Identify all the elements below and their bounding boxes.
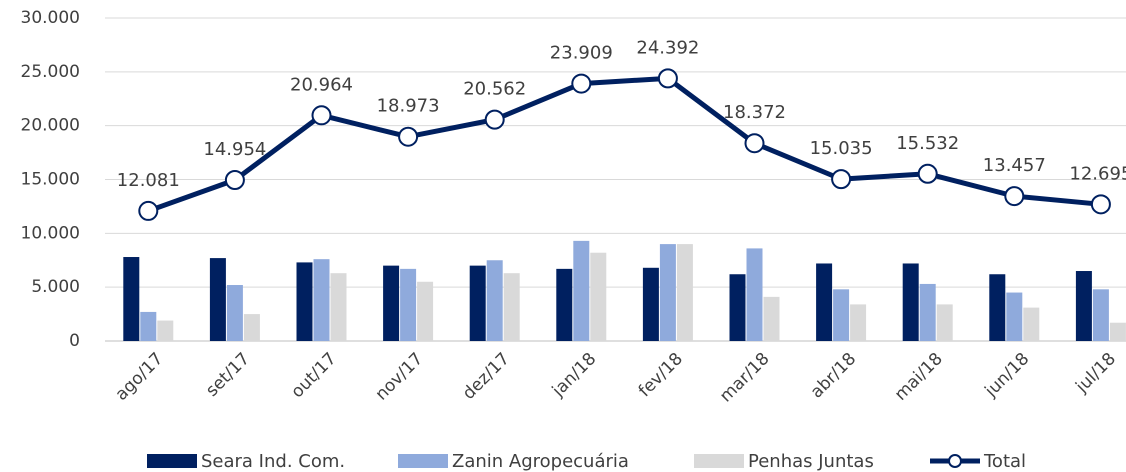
- bar: [296, 262, 313, 341]
- data-label: 13.457: [983, 155, 1046, 176]
- data-label: 15.532: [896, 133, 959, 154]
- bar: [1023, 307, 1040, 341]
- data-label: 12.695: [1069, 163, 1126, 184]
- x-tick-label: jul/18: [1071, 349, 1120, 398]
- data-label: 20.562: [463, 79, 526, 100]
- legend-swatch: [398, 454, 448, 468]
- total-line: [147, 75, 1102, 214]
- bar: [469, 265, 486, 341]
- bar: [383, 265, 400, 341]
- legend-swatch: [147, 454, 197, 468]
- y-tick-label: 15.000: [21, 170, 80, 190]
- bar: [746, 248, 763, 341]
- legend-swatch: [694, 454, 744, 468]
- bar: [123, 257, 140, 341]
- x-tick-label: set/17: [202, 349, 254, 401]
- total-marker: [917, 163, 938, 184]
- legend-label: Zanin Agropecuária: [452, 451, 629, 472]
- legend-marker: [948, 454, 962, 468]
- bar: [833, 289, 850, 341]
- legend-label: Penhas Juntas: [748, 451, 874, 472]
- bar: [642, 267, 659, 341]
- x-tick-label: jun/18: [981, 349, 1034, 402]
- x-tick-label: nov/17: [372, 349, 428, 405]
- bar: [157, 320, 174, 341]
- bar: [1092, 289, 1109, 341]
- data-label: 20.964: [290, 74, 353, 95]
- bar: [400, 268, 417, 341]
- data-label: 14.954: [203, 139, 266, 160]
- y-tick-label: 10.000: [21, 223, 80, 243]
- bar: [763, 296, 780, 341]
- bar: [209, 258, 226, 341]
- data-label: 18.372: [723, 102, 786, 123]
- bar: [919, 283, 936, 341]
- bar: [486, 260, 503, 341]
- bar: [816, 263, 833, 341]
- total-marker: [831, 169, 852, 190]
- total-marker: [657, 68, 678, 89]
- x-tick-label: out/17: [287, 349, 340, 402]
- x-tick-label: mai/18: [891, 349, 947, 405]
- bar: [936, 304, 953, 341]
- total-marker: [224, 169, 245, 190]
- data-label: 15.035: [810, 138, 873, 159]
- total-marker: [138, 200, 159, 221]
- x-tick-label: mar/18: [716, 349, 774, 407]
- bar: [989, 274, 1006, 341]
- bar: [330, 273, 347, 341]
- x-tick-label: fev/18: [635, 349, 687, 401]
- bar: [590, 252, 607, 341]
- bar: [243, 314, 260, 341]
- bar: [729, 274, 746, 341]
- bar: [503, 273, 520, 341]
- legend-label: Seara Ind. Com.: [201, 451, 345, 472]
- bar: [313, 259, 330, 341]
- total-marker: [744, 133, 765, 154]
- y-tick-label: 0: [69, 331, 80, 351]
- x-tick-label: abr/18: [807, 349, 860, 402]
- data-label: 12.081: [117, 170, 180, 191]
- total-marker: [311, 105, 332, 126]
- bar: [1109, 322, 1126, 341]
- bar: [902, 263, 919, 341]
- x-tick-label: jan/18: [548, 349, 601, 402]
- bar: [659, 244, 676, 341]
- bar: [850, 304, 867, 341]
- x-tick-label: ago/17: [112, 349, 168, 405]
- bar: [573, 240, 590, 341]
- data-label: 18.973: [377, 96, 440, 117]
- legend-label: Total: [983, 451, 1026, 472]
- x-tick-label: dez/17: [459, 349, 514, 404]
- y-tick-label: 20.000: [21, 116, 80, 136]
- bar: [226, 285, 243, 341]
- y-tick-label: 30.000: [21, 8, 80, 28]
- bar: [140, 311, 157, 341]
- total-marker: [1004, 186, 1025, 207]
- y-tick-label: 5.000: [31, 277, 80, 297]
- bar: [417, 281, 434, 341]
- data-label: 23.909: [550, 43, 613, 64]
- total-marker: [398, 126, 419, 147]
- y-tick-label: 25.000: [21, 62, 80, 82]
- data-label: 24.392: [636, 37, 699, 58]
- total-marker: [1090, 194, 1111, 215]
- bar: [1006, 292, 1023, 341]
- bar: [556, 268, 573, 341]
- total-marker: [484, 109, 505, 130]
- total-marker: [571, 73, 592, 94]
- bar: [676, 244, 693, 341]
- bar: [1075, 271, 1092, 341]
